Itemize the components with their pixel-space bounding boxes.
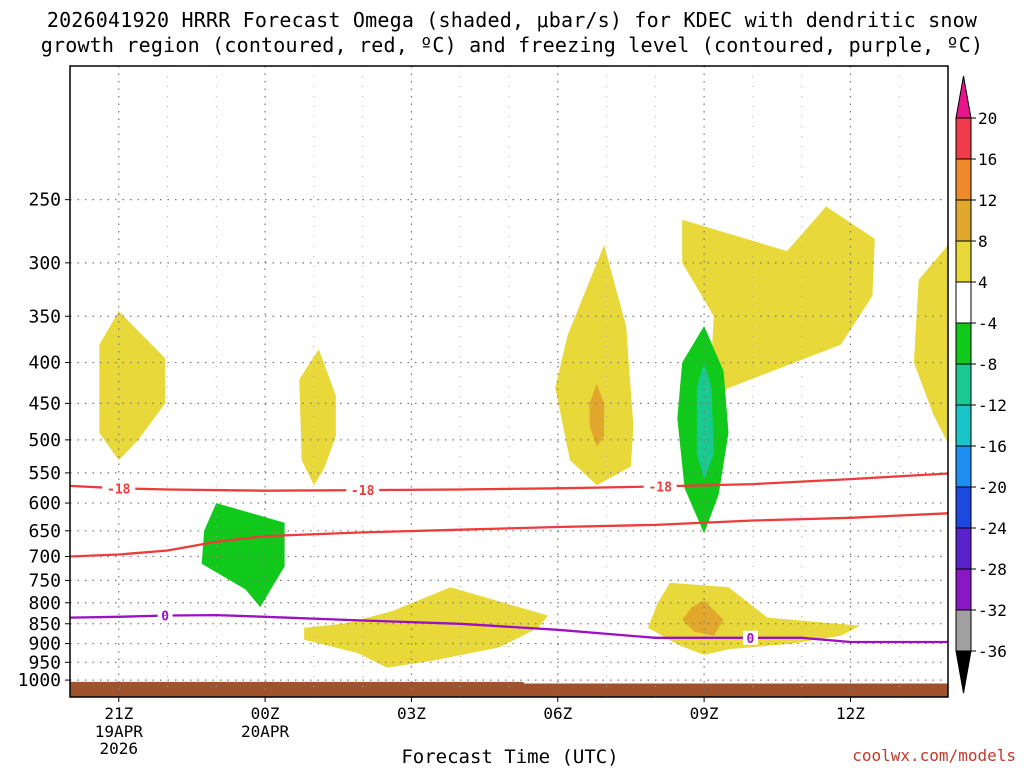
chart-title-line-1: 2026041920 HRRR Forecast Omega (shaded, … [46,8,978,32]
omega-shade-2 [555,245,634,486]
contour-label-bg [742,630,758,645]
omega-shade-8 [201,503,285,608]
omega-shade-4 [682,206,875,396]
colorbar-label--32: -32 [978,601,1007,620]
y-tick-label-350: 350 [28,306,61,327]
colorbar-swatch-3 [955,240,972,283]
y-tick-label-950: 950 [28,652,61,673]
contour-label-freezing-level: 0 [747,632,755,647]
colorbar-label--28: -28 [978,560,1007,579]
colorbar-swatch-12 [955,609,972,652]
x-tick-label-21Z: 21Z [104,704,133,723]
y-tick-label-1000: 1000 [18,670,61,691]
plot-frame [69,65,949,698]
colorbar-label--4: -4 [978,314,997,333]
omega-shade-5 [913,245,948,444]
x-tick-label-12Z: 12Z [836,704,865,723]
omega-shade-11 [682,600,724,636]
colorbar-swatch-10 [955,527,972,570]
colorbar-top-arrow [955,75,972,119]
terrain-surface [70,681,948,697]
colorbar-label--16: -16 [978,437,1007,456]
omega-shade-7 [696,362,714,480]
colorbar-label--12: -12 [978,396,1007,415]
colorbar-swatch-7 [955,404,972,447]
x-tick-label-00Z: 00Z [251,704,280,723]
colorbar-label--8: -8 [978,355,997,374]
contour-label-dgz-minus18: -18 [648,480,672,495]
x-axis-label: Forecast Time (UTC) [401,746,619,768]
colorbar-label-8: 8 [978,232,988,251]
colorbar-swatch-5 [955,322,972,365]
x-tick-sublabel: 2026 [100,739,139,758]
y-tick-label-900: 900 [28,634,61,655]
colorbar-label-12: 12 [978,191,997,210]
y-tick-label-250: 250 [28,190,61,211]
y-tick-label-400: 400 [28,353,61,374]
omega-shade-1 [299,349,336,486]
omega-shade-0 [99,311,166,461]
credit-link[interactable]: coolwx.com/models [852,746,1016,765]
x-tick-sublabel: 20APR [241,722,290,741]
colorbar-swatch-8 [955,445,972,488]
y-tick-label-650: 650 [28,521,61,542]
colorbar-label-16: 16 [978,150,997,169]
y-tick-label-500: 500 [28,430,61,451]
colorbar-label--20: -20 [978,478,1007,497]
colorbar-label-4: 4 [978,273,988,292]
colorbar-swatch-2 [955,199,972,242]
colorbar-swatch-9 [955,486,972,529]
y-tick-label-850: 850 [28,614,61,635]
colorbar-bottom-arrow [955,650,972,694]
contour-label-bg [157,608,173,623]
colorbar-label--36: -36 [978,642,1007,661]
x-tick-label-06Z: 06Z [543,704,572,723]
y-tick-label-450: 450 [28,393,61,414]
contour-dgz-minus12 [69,512,949,558]
x-tick-sublabel: 19APR [95,722,144,741]
y-tick-label-700: 700 [28,546,61,567]
contour-label-dgz-minus18: -18 [351,484,375,499]
colorbar-swatch-11 [955,568,972,611]
x-tick-label-09Z: 09Z [690,704,719,723]
plot-area [70,66,948,697]
omega-shade-3 [589,383,605,447]
colorbar-swatch-1 [955,158,972,201]
x-tick-label-03Z: 03Z [397,704,426,723]
y-tick-label-300: 300 [28,253,61,274]
contour-label-bg [102,481,136,496]
contour-label-bg [643,479,677,494]
y-tick-label-550: 550 [28,463,61,484]
y-tick-label-800: 800 [28,593,61,614]
contour-label-freezing-level: 0 [161,610,169,625]
colorbar-label--24: -24 [978,519,1007,538]
colorbar-swatch-0 [955,117,972,160]
chart-title-line-2: growth region (contoured, red, ºC) and f… [40,33,984,57]
contour-label-bg [346,483,380,498]
colorbar-swatch-6 [955,363,972,406]
y-tick-label-600: 600 [28,493,61,514]
colorbar-label-20: 20 [978,109,997,128]
contour-label-dgz-minus18: -18 [107,482,131,497]
contour-dgz-minus18 [69,472,949,492]
omega-shade-9 [304,587,548,668]
y-tick-label-750: 750 [28,570,61,591]
colorbar-swatch-4 [955,281,972,324]
